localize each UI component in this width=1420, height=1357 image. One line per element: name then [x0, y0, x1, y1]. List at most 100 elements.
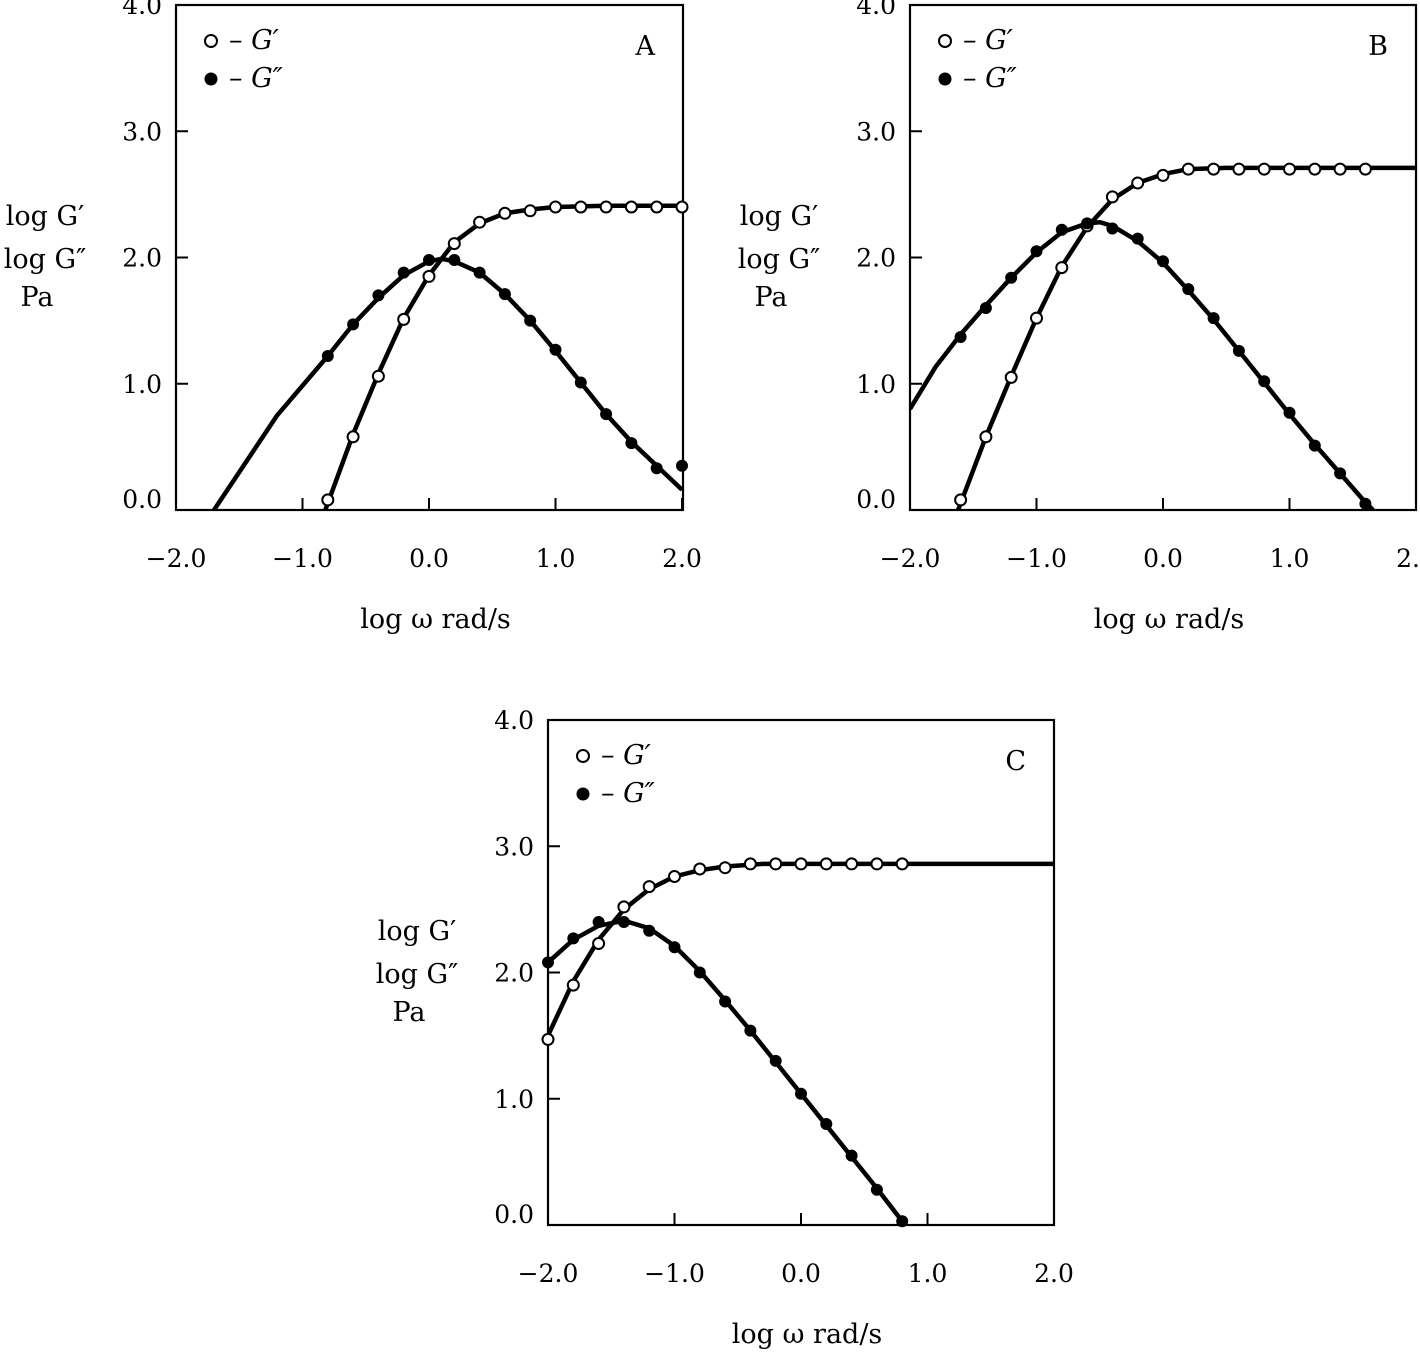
y-tick-label: 1.0 — [494, 1085, 534, 1114]
data-point-g-double-prime — [896, 1215, 909, 1228]
data-point-g-prime — [794, 857, 808, 871]
x-axis-title: log ω rad/s — [360, 604, 511, 635]
data-point-g-double-prime — [321, 350, 334, 362]
data-point-g-prime — [650, 200, 664, 214]
data-point-g-double-prime — [473, 266, 486, 279]
legend-label: – G′ — [963, 25, 1013, 56]
panel-label: B — [1368, 31, 1388, 62]
legend-label: – G′ — [229, 25, 279, 56]
y-tick-label: 4.0 — [856, 0, 896, 20]
x-tick-label: 1.0 — [536, 544, 576, 573]
data-point-g-prime — [642, 880, 656, 894]
data-point-g-prime — [397, 312, 411, 326]
data-point-g-double-prime — [372, 289, 385, 302]
y-axis-title-line: log G″ — [738, 244, 820, 275]
data-point-g-prime — [321, 493, 335, 507]
data-point-g-prime — [769, 857, 783, 871]
y-tick-label: 0.0 — [122, 485, 162, 514]
x-tick-label: −1.0 — [644, 1259, 705, 1288]
data-point-g-double-prime — [574, 376, 587, 389]
data-point-g-prime — [592, 937, 606, 950]
legend-marker — [204, 34, 218, 48]
data-point-g-double-prime — [347, 318, 360, 331]
y-tick-label: 3.0 — [856, 117, 896, 146]
y-tick-label: 0.0 — [856, 485, 896, 514]
x-tick-label: 2.0 — [662, 544, 702, 573]
legend-marker — [204, 72, 218, 86]
legend-marker — [576, 787, 590, 801]
data-point-g-prime — [574, 200, 588, 214]
x-tick-label: −2.0 — [518, 1259, 579, 1288]
fit-line-g-double-prime — [212, 256, 683, 510]
data-point-g-prime — [819, 857, 833, 871]
data-point-g-prime — [498, 206, 512, 220]
data-point-g-prime — [668, 870, 681, 883]
x-tick-label: −2.0 — [880, 544, 941, 573]
x-axis-title: log ω rad/s — [732, 1319, 883, 1350]
data-point-g-prime — [624, 200, 638, 214]
data-point-g-double-prime — [1055, 223, 1068, 236]
data-point-g-prime — [693, 862, 707, 876]
y-axis-title-line: log G″ — [376, 959, 458, 990]
data-point-g-double-prime — [668, 941, 681, 954]
y-tick-label: 2.0 — [122, 244, 162, 273]
data-point-g-prime — [1207, 162, 1221, 176]
data-point-g-double-prime — [845, 1149, 858, 1162]
x-tick-label: −2.0 — [146, 544, 207, 573]
data-point-g-double-prime — [1005, 271, 1018, 284]
data-point-g-double-prime — [719, 995, 732, 1008]
data-point-g-double-prime — [498, 288, 511, 301]
data-point-g-prime — [1358, 162, 1372, 176]
y-tick-label: 1.0 — [122, 370, 162, 399]
data-point-g-double-prime — [423, 254, 435, 266]
data-point-g-double-prime — [769, 1054, 782, 1067]
data-point-g-prime — [346, 430, 360, 444]
legend-label: – G″ — [229, 63, 283, 94]
y-axis-title-line: log G″ — [4, 244, 86, 275]
x-tick-label: −1.0 — [272, 544, 333, 573]
fit-line-g-prime — [323, 203, 682, 510]
legend-marker — [576, 749, 590, 763]
data-point-g-double-prime — [1334, 467, 1347, 480]
data-point-g-prime — [845, 857, 859, 871]
data-point-g-prime — [523, 204, 537, 218]
data-point-g-prime — [954, 493, 968, 507]
data-point-g-prime — [1030, 311, 1043, 325]
y-tick-label: 4.0 — [122, 0, 162, 20]
data-point-g-double-prime — [693, 966, 706, 979]
data-point-g-double-prime — [744, 1024, 757, 1037]
panel-b: 0.0 1.0 2.0 3.0 4.0 −2.0 −1.0 0.0 1.0 2.0 log ω ra… — [738, 0, 1420, 635]
y-tick-label: 0.0 — [494, 1200, 534, 1229]
data-point-g-prime — [541, 1032, 555, 1046]
y-tick-label: 3.0 — [122, 117, 162, 146]
data-point-g-prime — [447, 237, 461, 251]
data-point-g-double-prime — [979, 302, 992, 314]
data-point-g-double-prime — [1283, 406, 1296, 419]
data-point-g-prime — [1004, 370, 1018, 384]
data-point-g-double-prime — [600, 408, 613, 421]
data-point-g-double-prime — [870, 1183, 883, 1196]
x-axis-title: log ω rad/s — [1094, 604, 1245, 635]
data-point-g-double-prime — [567, 932, 580, 945]
data-point-g-prime — [743, 857, 757, 871]
x-tick-label: 0.0 — [781, 1259, 821, 1288]
x-tick-label: 2.0 — [1034, 1259, 1074, 1288]
data-point-g-prime — [1105, 190, 1119, 204]
data-point-g-prime — [1257, 162, 1271, 176]
data-point-g-double-prime — [820, 1118, 833, 1130]
data-point-g-double-prime — [1081, 217, 1094, 230]
data-point-g-double-prime — [1258, 375, 1271, 388]
data-point-g-double-prime — [1207, 312, 1220, 325]
data-point-g-double-prime — [1106, 222, 1119, 235]
y-tick-label: 1.0 — [856, 370, 896, 399]
data-point-g-double-prime — [549, 343, 562, 356]
panel-a: 0.0 1.0 2.0 3.0 4.0 −2.0 −1.0 0.0 1.0 2.0 log ω ra… — [4, 0, 702, 635]
data-point-g-prime — [566, 978, 580, 992]
data-point-g-prime — [1181, 162, 1195, 176]
y-axis-title-line: Pa — [754, 282, 787, 313]
x-tick-label: 2.0 — [1396, 544, 1420, 573]
legend-label: – G″ — [601, 778, 655, 809]
data-point-g-double-prime — [397, 266, 410, 279]
